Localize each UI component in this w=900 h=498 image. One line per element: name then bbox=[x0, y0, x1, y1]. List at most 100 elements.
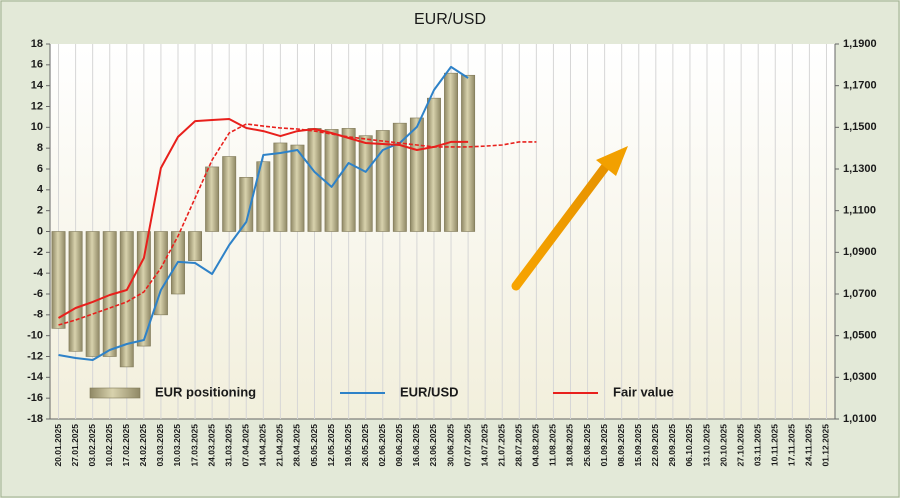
y-tick-label: -18 bbox=[27, 413, 43, 425]
x-tick-label: 27.10.2025 bbox=[735, 424, 745, 467]
x-tick-label: 18.08.2025 bbox=[565, 424, 575, 467]
x-tick-label: 05.05.2025 bbox=[309, 424, 319, 467]
bar bbox=[461, 74, 476, 232]
x-tick-label: 24.11.2025 bbox=[804, 424, 814, 466]
trend-arrow bbox=[511, 161, 611, 291]
x-tick-label: 13.10.2025 bbox=[701, 424, 711, 467]
y-tick-label: 6 bbox=[37, 163, 43, 175]
bar bbox=[239, 177, 254, 232]
bar bbox=[85, 231, 100, 357]
x-tick-label: 08.09.2025 bbox=[616, 424, 626, 467]
x-tick-label: 30.06.2025 bbox=[445, 424, 455, 467]
line-series bbox=[58, 123, 537, 326]
y2-tick-label: 1,0300 bbox=[843, 371, 877, 383]
x-tick-label: 31.03.2025 bbox=[223, 424, 233, 467]
y2-tick-label: 1,0100 bbox=[843, 413, 877, 425]
line-series bbox=[57, 118, 469, 319]
y-tick-label: 16 bbox=[31, 59, 43, 71]
x-tick-label: 07.04.2025 bbox=[241, 424, 251, 467]
bar bbox=[307, 128, 322, 232]
y-tick-label: -12 bbox=[27, 350, 43, 362]
x-tick-label: 26.05.2025 bbox=[360, 424, 370, 467]
bar bbox=[427, 97, 441, 232]
bar bbox=[273, 142, 288, 232]
x-tick-label: 14.04.2025 bbox=[258, 424, 268, 467]
y2-tick-label: 1,1900 bbox=[843, 38, 877, 50]
x-tick-label: 06.10.2025 bbox=[684, 424, 694, 467]
y2-tick-label: 1,0700 bbox=[843, 288, 877, 300]
y-tick-label: -2 bbox=[33, 246, 43, 258]
x-tick-label: 19.05.2025 bbox=[343, 424, 353, 467]
x-tick-label: 25.08.2025 bbox=[582, 424, 592, 467]
x-tick-label: 20.01.2025 bbox=[53, 424, 63, 467]
bar bbox=[444, 72, 458, 232]
y-tick-label: 0 bbox=[37, 225, 43, 237]
y2-tick-label: 1,1500 bbox=[843, 121, 877, 133]
y2-tick-label: 1,1300 bbox=[843, 163, 877, 175]
x-tick-label: 28.07.2025 bbox=[514, 424, 524, 467]
x-tick-label: 02.06.2025 bbox=[377, 424, 387, 467]
x-tick-label: 10.02.2025 bbox=[104, 424, 114, 467]
x-tick-label: 16.06.2025 bbox=[411, 424, 421, 467]
y2-tick-label: 1,1700 bbox=[843, 80, 877, 92]
legend-label: EUR positioning bbox=[155, 384, 256, 399]
y2-tick-label: 1,0900 bbox=[843, 246, 877, 258]
x-tick-label: 01.12.2025 bbox=[821, 424, 831, 467]
x-tick-label: 17.02.2025 bbox=[121, 424, 131, 467]
bar bbox=[256, 161, 271, 232]
x-tick-label: 10.03.2025 bbox=[172, 424, 182, 467]
x-tick-label: 28.04.2025 bbox=[292, 424, 302, 467]
bar bbox=[188, 231, 203, 261]
bar bbox=[136, 231, 151, 347]
y-tick-label: -6 bbox=[33, 288, 43, 300]
bar bbox=[222, 156, 237, 232]
y2-tick-label: 1,0500 bbox=[843, 330, 877, 342]
y2-tick-label: 1,1100 bbox=[843, 205, 876, 217]
x-tick-label: 03.02.2025 bbox=[87, 424, 97, 467]
bar bbox=[358, 135, 373, 232]
y-tick-label: 8 bbox=[37, 142, 43, 154]
bar bbox=[51, 231, 66, 329]
bar bbox=[68, 231, 83, 352]
legend-label: Fair value bbox=[613, 384, 674, 399]
x-tick-label: 21.04.2025 bbox=[275, 424, 285, 467]
legend-label: EUR/USD bbox=[400, 384, 459, 399]
bar bbox=[290, 144, 305, 232]
x-tick-label: 07.07.2025 bbox=[462, 424, 472, 467]
bar bbox=[205, 166, 220, 232]
x-tick-label: 27.01.2025 bbox=[70, 424, 80, 467]
x-tick-label: 09.06.2025 bbox=[394, 424, 404, 467]
x-tick-label: 23.06.2025 bbox=[428, 424, 438, 467]
bar bbox=[392, 122, 407, 232]
y-tick-label: 14 bbox=[31, 80, 44, 92]
bar bbox=[375, 130, 390, 232]
bar bbox=[341, 128, 356, 232]
x-tick-label: 20.10.2025 bbox=[718, 424, 728, 467]
bar bbox=[409, 117, 424, 232]
y-tick-label: -10 bbox=[27, 330, 43, 342]
y-tick-label: 18 bbox=[31, 38, 43, 50]
y-tick-label: 4 bbox=[37, 184, 44, 196]
bar bbox=[119, 231, 134, 368]
x-tick-label: 14.07.2025 bbox=[479, 424, 489, 467]
legend-swatch bbox=[89, 387, 141, 399]
x-tick-label: 29.09.2025 bbox=[667, 424, 677, 467]
y-tick-label: 2 bbox=[37, 205, 43, 217]
x-tick-label: 12.05.2025 bbox=[326, 424, 336, 467]
y-tick-label: -4 bbox=[33, 267, 44, 279]
x-tick-label: 17.11.2025 bbox=[787, 424, 797, 466]
x-tick-label: 10.11.2025 bbox=[770, 424, 780, 466]
bar bbox=[153, 231, 168, 316]
x-tick-label: 03.03.2025 bbox=[155, 424, 165, 467]
x-tick-label: 04.08.2025 bbox=[531, 424, 541, 467]
x-tick-label: 17.03.2025 bbox=[189, 424, 199, 467]
x-tick-label: 15.09.2025 bbox=[633, 424, 643, 467]
y-tick-label: 10 bbox=[31, 121, 43, 133]
y-tick-label: 12 bbox=[31, 100, 43, 112]
x-tick-label: 24.02.2025 bbox=[138, 424, 148, 467]
x-tick-label: 03.11.2025 bbox=[752, 424, 762, 466]
y-tick-label: -8 bbox=[33, 309, 43, 321]
y-tick-label: -16 bbox=[27, 392, 43, 404]
chart-title: EUR/USD bbox=[414, 11, 486, 28]
x-tick-label: 24.03.2025 bbox=[206, 424, 216, 467]
